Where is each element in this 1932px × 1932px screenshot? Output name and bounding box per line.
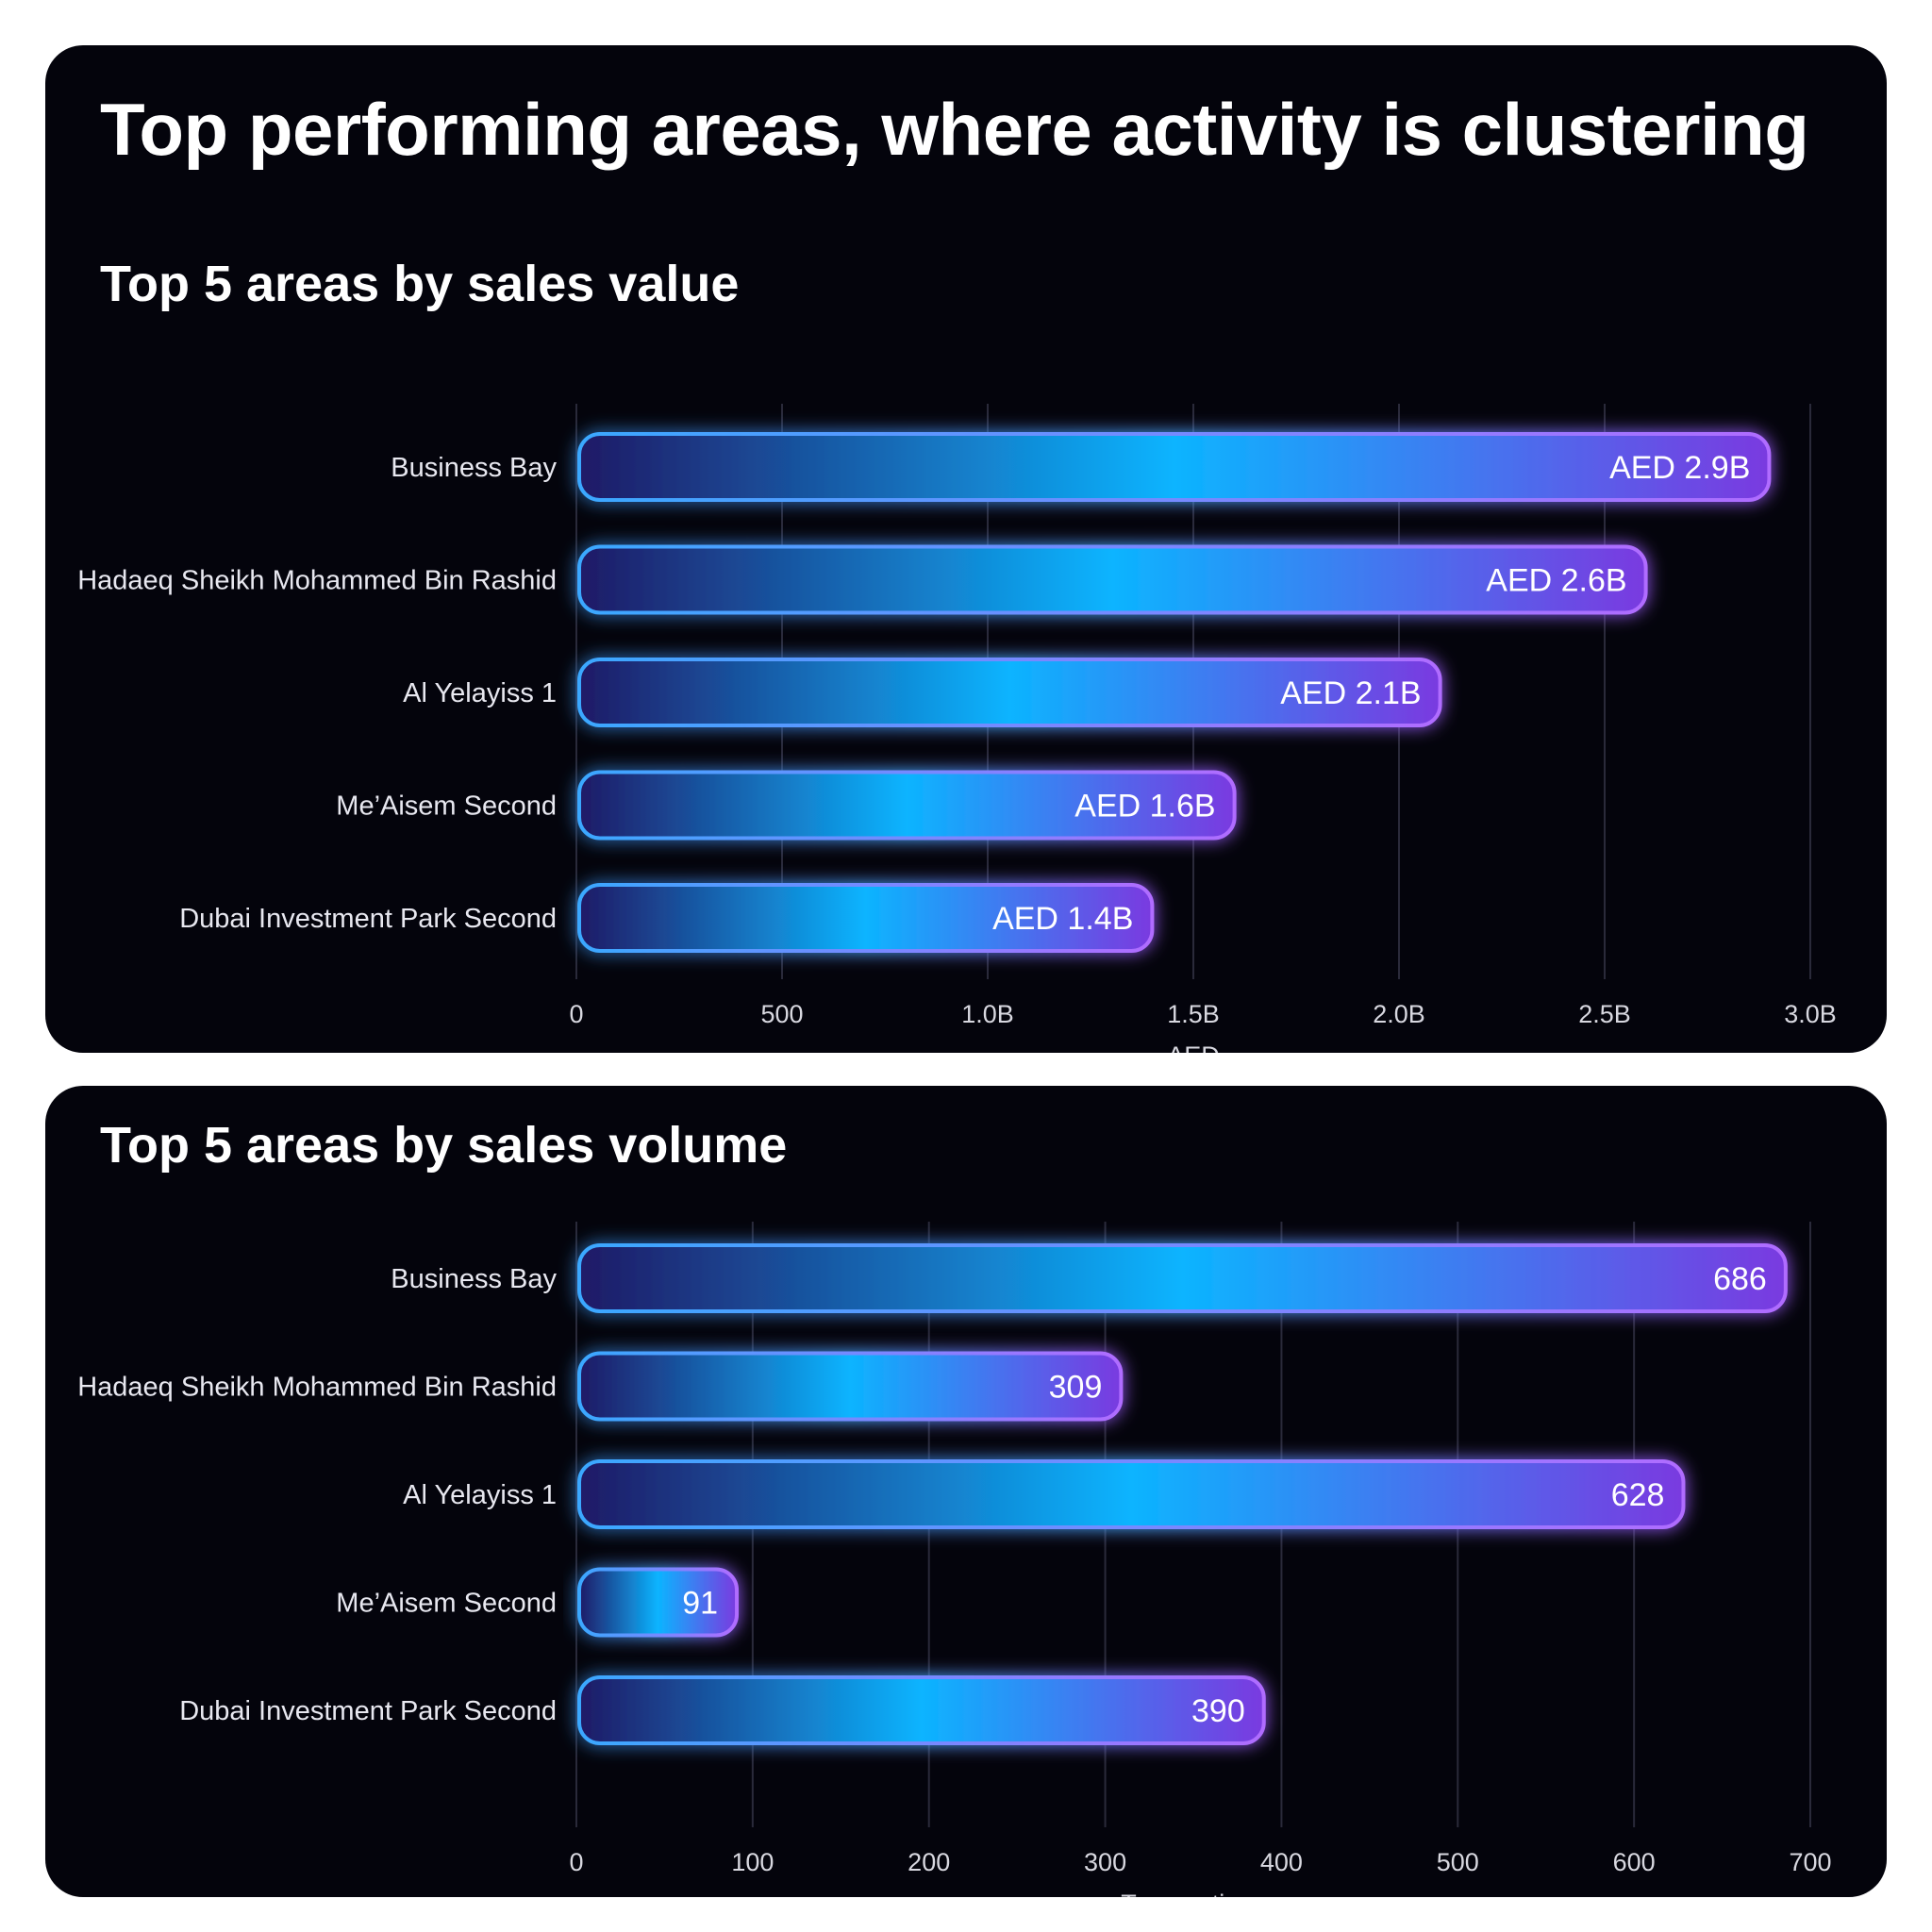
category-label: Al Yelayiss 1: [403, 1480, 557, 1510]
x-tick-label: 1.5B: [1167, 1000, 1220, 1028]
bar: [577, 1243, 1788, 1313]
category-label: Hadaeq Sheikh Mohammed Bin Rashid: [77, 1373, 557, 1403]
bar-value-label: 686: [1713, 1261, 1767, 1297]
sales-value-chart: Business Bay AED 2.9B Hadaeq Sheikh Mohamm…: [77, 404, 1837, 1053]
x-tick-label: 300: [1084, 1848, 1126, 1876]
bar-value-label: AED 2.9B: [1609, 450, 1750, 486]
category-label: Business Bay: [391, 1264, 557, 1294]
bar-value-label: 309: [1049, 1370, 1103, 1406]
bar: [577, 1567, 740, 1638]
x-axis-title: Transactions: [1121, 1890, 1266, 1897]
x-tick-label: 1.0B: [961, 1000, 1014, 1028]
category-label: Dubai Investment Park Second: [179, 904, 557, 934]
bar: [577, 770, 1237, 841]
x-tick-label: 3.0B: [1784, 1000, 1837, 1028]
bar-value-label: AED 2.6B: [1486, 563, 1626, 599]
bar: [577, 658, 1442, 727]
category-label: Business Bay: [391, 453, 557, 483]
sales-volume-panel: Top 5 areas by sales volume Business Bay…: [45, 1086, 1887, 1897]
x-tick-label: 0: [569, 1848, 583, 1876]
category-label: Hadaeq Sheikh Mohammed Bin Rashid: [77, 566, 557, 596]
category-label: Me’Aisem Second: [336, 1589, 557, 1619]
sales-value-panel: Top performing areas, where activity is …: [45, 45, 1887, 1053]
bar-value-label: AED 1.4B: [992, 901, 1133, 937]
bar: [577, 1351, 1124, 1422]
bar-value-label: AED 1.6B: [1074, 789, 1215, 824]
sales-volume-chart: Business Bay 686 Hadaeq Sheikh Mohammed Bi…: [77, 1222, 1832, 1897]
page-title: Top performing areas, where activity is …: [100, 88, 1809, 171]
bar-value-label: 628: [1611, 1477, 1665, 1513]
x-tick-label: 700: [1789, 1848, 1831, 1876]
x-tick-label: 2.0B: [1373, 1000, 1425, 1028]
x-tick-label: 500: [760, 1000, 803, 1028]
x-tick-label: 0: [569, 1000, 583, 1028]
sales-volume-chart-title: Top 5 areas by sales volume: [100, 1117, 788, 1174]
bar: [577, 432, 1772, 502]
category-label: Me’Aisem Second: [336, 791, 557, 822]
bar: [577, 544, 1648, 615]
x-axis-title: AED: [1167, 1041, 1220, 1053]
x-tick-label: 2.5B: [1578, 1000, 1631, 1028]
x-tick-label: 600: [1613, 1848, 1656, 1876]
bar-value-label: 91: [682, 1586, 718, 1622]
x-tick-label: 500: [1437, 1848, 1479, 1876]
bar: [577, 1459, 1686, 1529]
x-tick-label: 400: [1260, 1848, 1303, 1876]
category-label: Dubai Investment Park Second: [179, 1696, 557, 1726]
bar: [577, 1675, 1266, 1745]
sales-value-chart-title: Top 5 areas by sales value: [100, 256, 740, 312]
category-label: Al Yelayiss 1: [403, 678, 557, 708]
bar-value-label: 390: [1191, 1693, 1245, 1729]
x-tick-label: 100: [731, 1848, 774, 1876]
x-tick-label: 200: [908, 1848, 950, 1876]
bar-value-label: AED 2.1B: [1280, 675, 1421, 711]
bar: [577, 883, 1155, 953]
